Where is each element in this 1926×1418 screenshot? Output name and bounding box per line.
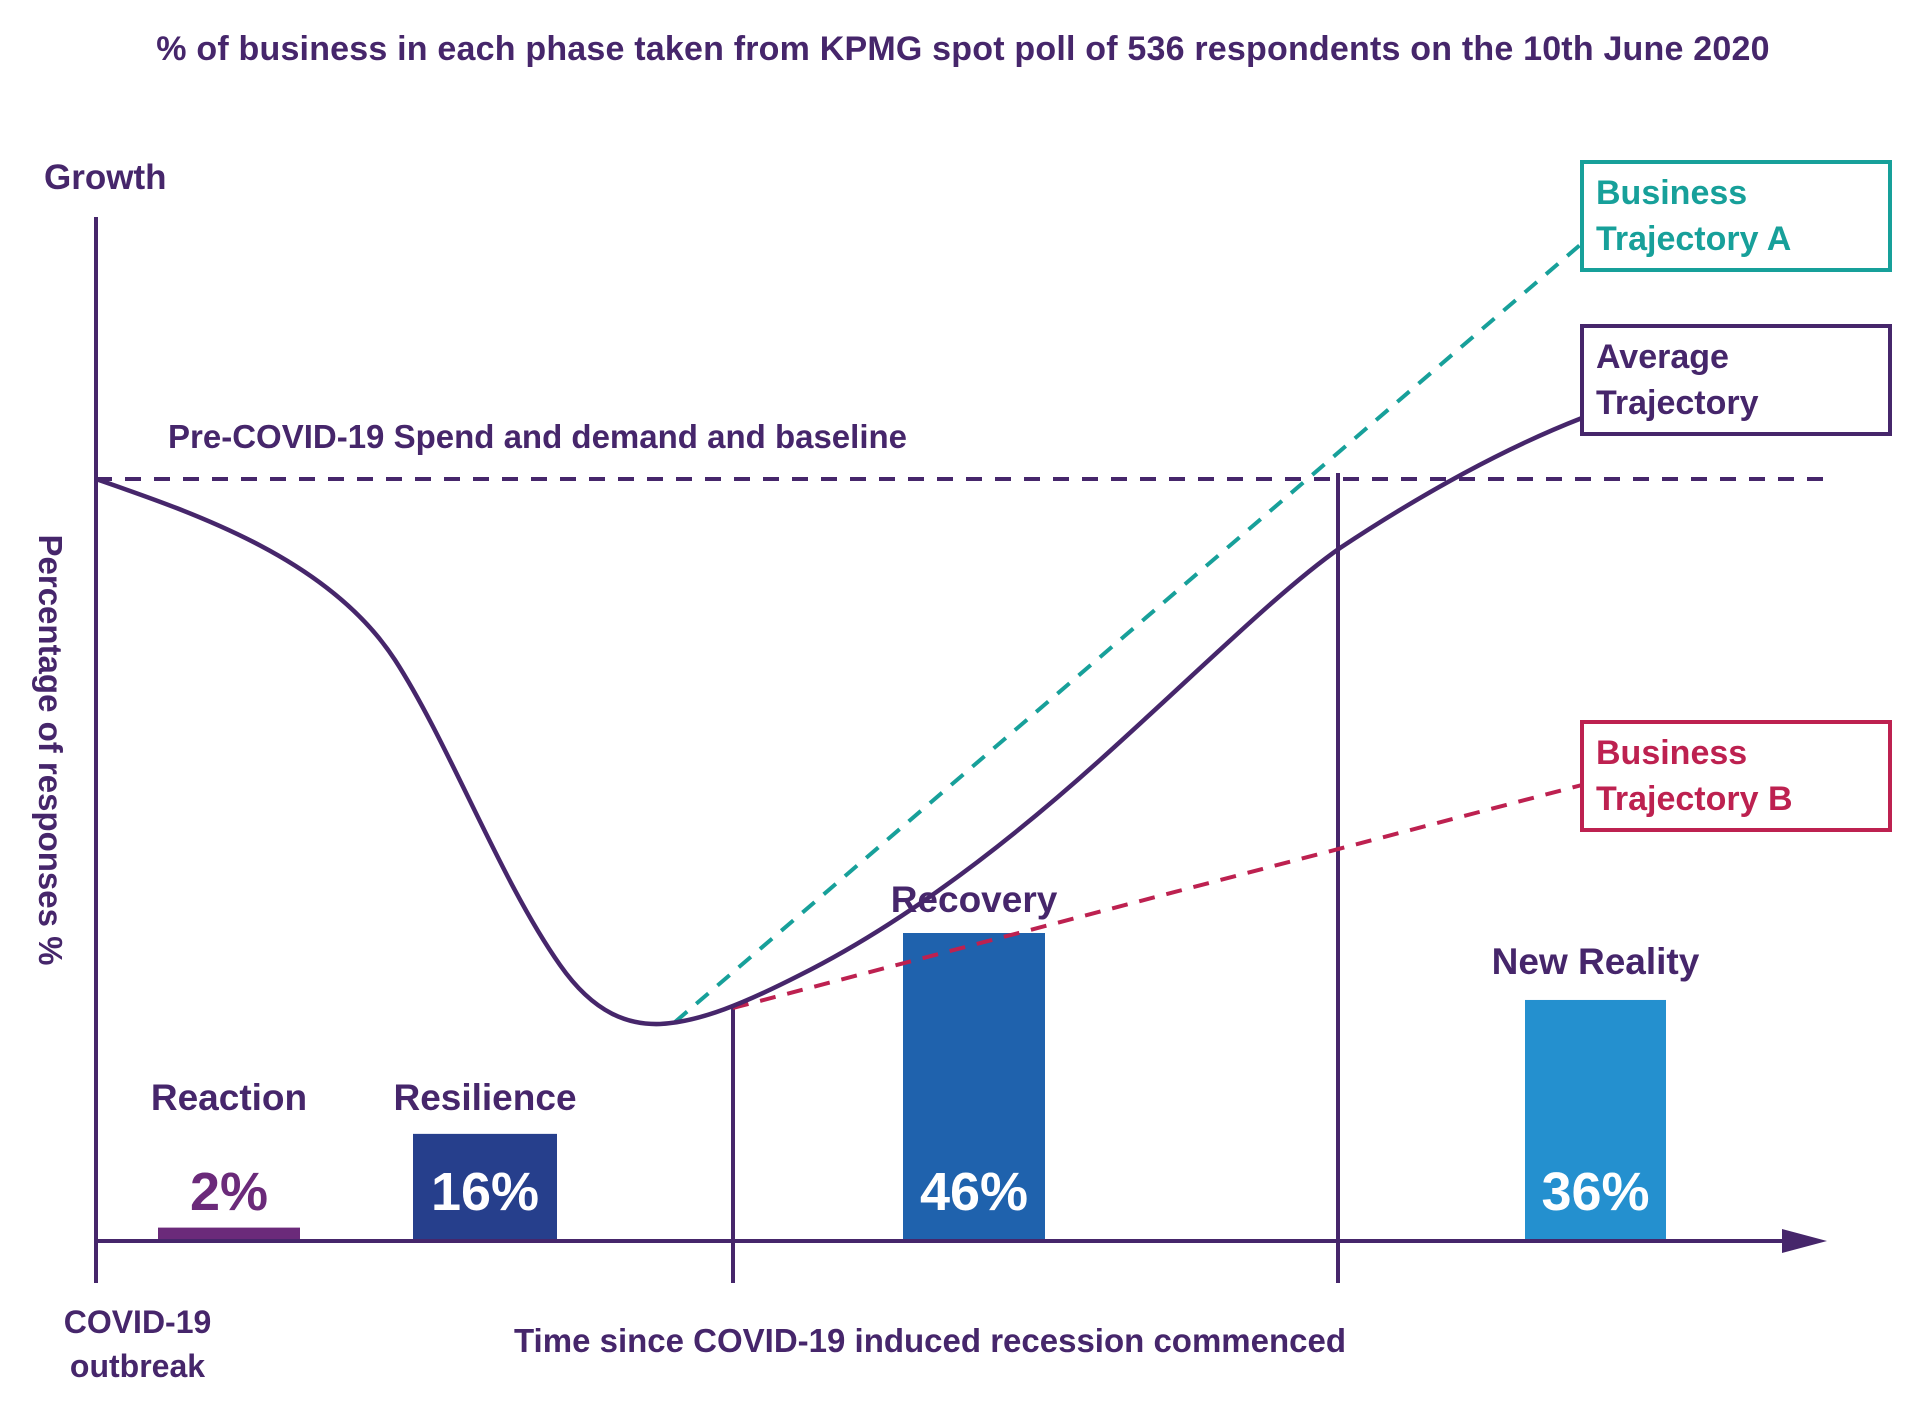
trajectory-b-line [732,783,1583,1010]
legend-average-line-2: Trajectory [1596,384,1759,422]
value-label-new-reality: 36% [1541,1162,1649,1222]
value-label-recovery: 46% [920,1162,1028,1222]
legend-trajectory-a-line-1: Business [1596,174,1748,212]
value-label-reaction: 2% [190,1162,268,1222]
axes-layer [94,217,1827,1283]
legend-trajectory-a: Business Trajectory A [1580,160,1892,272]
value-label-resilience: 16% [431,1162,539,1222]
x-axis-label: Time since COVID-19 induced recession co… [514,1322,1347,1359]
legend-trajectory-b-line-2: Trajectory B [1596,780,1793,818]
phase-label-resilience: Resilience [393,1077,576,1118]
bar-resilience [413,1133,557,1241]
bars-layer [158,933,1666,1241]
bar-labels-layer: Reaction 2% Resilience 16% Recovery 46% New Re… [151,879,1700,1222]
chart-title: % of business in each phase taken from K… [156,30,1770,68]
x-origin-label-line-1: COVID-19 [63,1304,212,1340]
legend-trajectory-b-line-1: Business [1596,734,1748,772]
phase-label-recovery: Recovery [891,879,1058,920]
x-origin-label-line-2: outbreak [69,1348,206,1384]
y-axis-top-label: Growth [44,158,167,197]
x-origin-label: COVID-19 outbreak [50,1300,225,1388]
legend-average-line-1: Average [1596,338,1729,376]
lines-layer [95,243,1827,1283]
y-axis-label: Percentage of responses % [32,534,69,966]
average-trajectory-curve [95,415,1583,1027]
phase-label-new-reality: New Reality [1492,941,1700,982]
bar-new-reality [1525,999,1666,1241]
legend-trajectory-a-line-2: Trajectory A [1596,220,1792,258]
legend-average-trajectory: Average Trajectory [1580,324,1892,436]
trajectory-a-line [673,243,1582,1024]
legend-trajectory-b: Business Trajectory B [1580,720,1892,832]
bar-recovery [903,933,1045,1241]
bar-reaction [158,1227,300,1241]
baseline-label: Pre-COVID-19 Spend and demand and baseli… [168,418,908,455]
x-axis-arrowhead-icon [1782,1229,1827,1253]
phase-label-reaction: Reaction [151,1077,307,1118]
